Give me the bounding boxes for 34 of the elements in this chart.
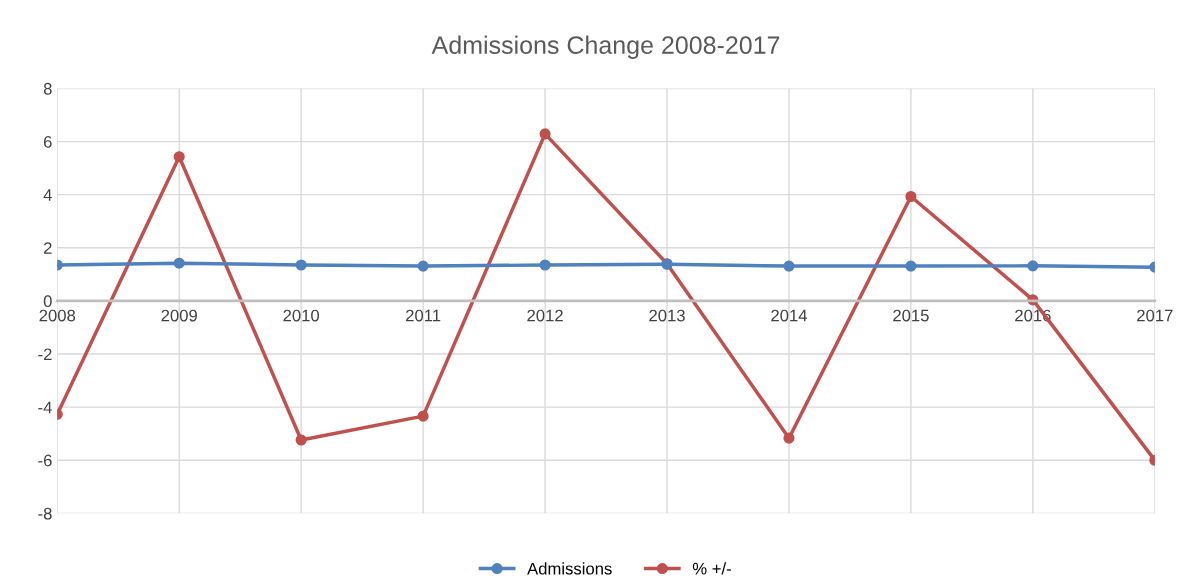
point: [539, 128, 551, 140]
point: [417, 410, 429, 422]
y-tick-label: 0: [43, 295, 52, 308]
point: [539, 259, 551, 271]
x-tick-label: 2008: [39, 309, 76, 322]
legend-label: Admissions: [527, 562, 612, 575]
y-tick-label: -8: [38, 507, 52, 520]
y-tick-label: -4: [38, 401, 52, 414]
x-tick-label: 2014: [771, 309, 808, 322]
y-tick-label: 8: [43, 82, 52, 95]
point: [173, 257, 185, 269]
point: [783, 432, 795, 444]
y-tick-label: -2: [38, 348, 52, 361]
y-tick-label: 6: [43, 135, 52, 148]
y-tick-label: 2: [43, 242, 52, 254]
chart-title: Admissions Change 2008-2017: [431, 35, 780, 59]
point: [295, 259, 307, 271]
point: [783, 260, 795, 272]
point: [417, 260, 429, 272]
point: [295, 434, 307, 446]
point: [173, 151, 185, 163]
x-tick-label: 2012: [527, 309, 563, 322]
point: [905, 190, 917, 203]
x-tick-label: 2015: [893, 309, 929, 322]
x-tick-label: 2009: [161, 309, 197, 322]
x-tick-label: 2010: [283, 309, 320, 322]
x-tick-label: 2013: [649, 309, 685, 322]
y-tick-label: 4: [43, 189, 52, 201]
x-tick-label: 2017: [1137, 309, 1173, 322]
point: [905, 260, 917, 272]
legend-label: % +/-: [692, 562, 731, 575]
y-tick-label: -6: [38, 454, 52, 467]
x-tick-label: 2011: [406, 309, 441, 322]
point: [1027, 260, 1039, 272]
